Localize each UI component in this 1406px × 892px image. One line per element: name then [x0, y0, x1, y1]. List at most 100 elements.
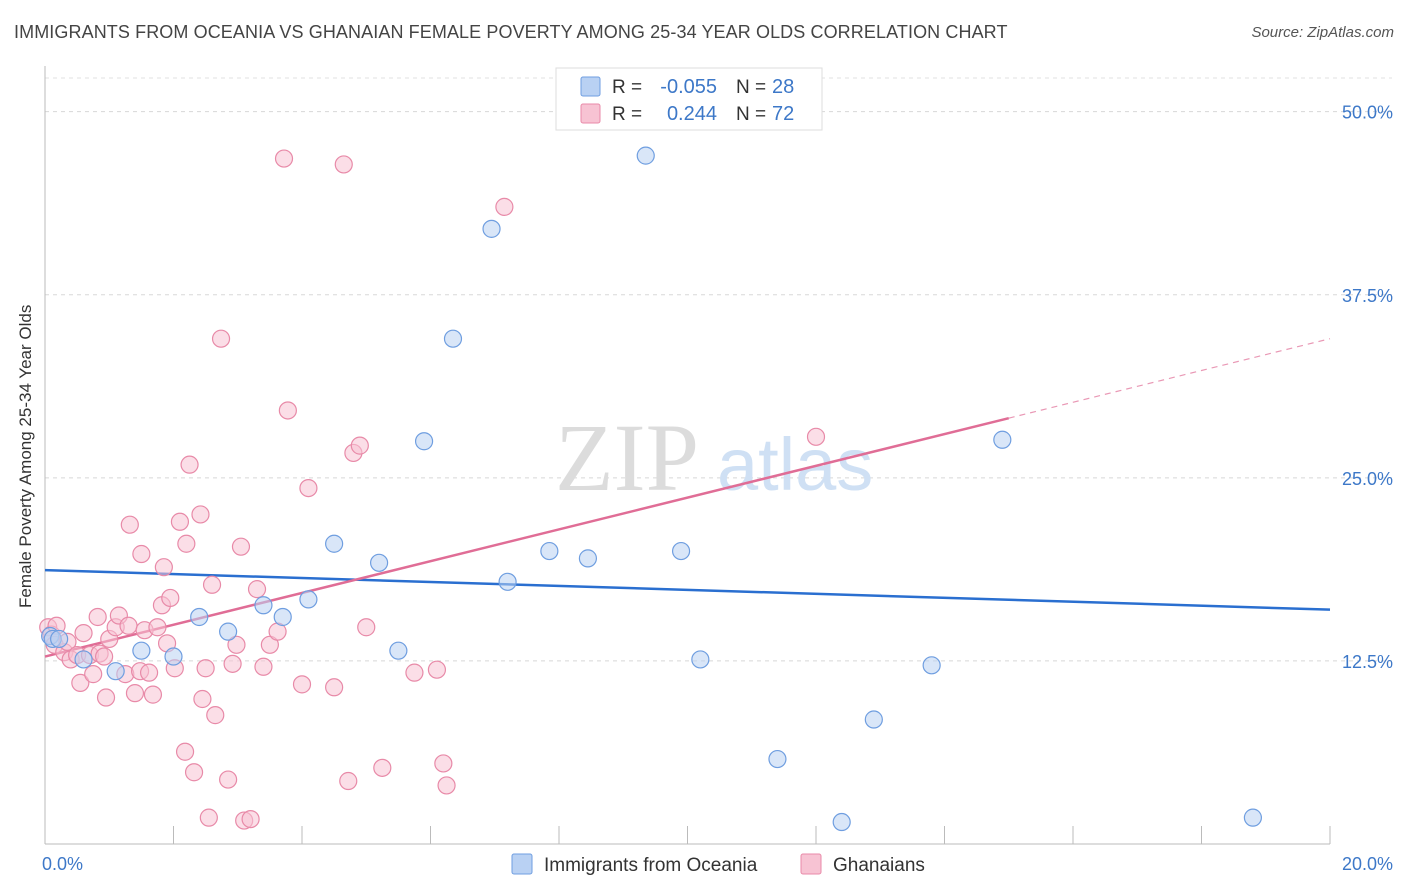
- ghanaians-point: [437, 776, 456, 795]
- oceania-point: [389, 641, 408, 660]
- axes: [44, 66, 1331, 845]
- oceania-point: [106, 662, 125, 681]
- ghanaians-point: [175, 742, 195, 761]
- ghanaians-point: [247, 580, 267, 599]
- oceania-point: [636, 146, 655, 165]
- ghanaians-point: [177, 534, 196, 553]
- ghanaians-point: [405, 663, 424, 682]
- oceania-point: [768, 749, 787, 769]
- ghanaians-point: [120, 515, 139, 534]
- ghanaians-point: [231, 537, 251, 556]
- grid-lines: [45, 77, 1392, 662]
- n-value: 28: [772, 76, 794, 98]
- ghanaians-point: [148, 618, 167, 637]
- series-legend: Immigrants from Oceania Ghanaians: [511, 853, 925, 876]
- watermark: ZIP atlas: [555, 404, 873, 511]
- legend-label: Immigrants from Oceania: [544, 855, 758, 876]
- y-axis-label: Female Poverty Among 25-34 Year Olds: [16, 304, 35, 608]
- oceania-point: [671, 541, 691, 561]
- ghanaians-point: [211, 329, 231, 348]
- ghanaians-point: [193, 689, 212, 709]
- oceania-point: [370, 553, 389, 572]
- ghanaians-point: [434, 754, 453, 773]
- r-label: R =: [612, 104, 642, 125]
- ghanaians-point: [180, 455, 199, 474]
- ghanaians-point: [223, 654, 242, 673]
- ghanaians-point: [161, 588, 180, 608]
- oceania-point: [50, 629, 69, 649]
- ghanaians-point: [427, 660, 447, 679]
- oceania-point: [273, 607, 292, 627]
- n-label: N =: [736, 77, 766, 98]
- oceania-point: [443, 329, 463, 348]
- stats-legend: R = -0.055 N = 28 R = 0.244 N = 72: [555, 67, 823, 131]
- oceania-point: [254, 596, 273, 615]
- r-value: 0.244: [667, 103, 717, 125]
- watermark-zip: ZIP: [555, 404, 699, 511]
- oceania-point: [540, 541, 559, 561]
- trend-lines: [44, 338, 1331, 658]
- ghanaians-point: [154, 558, 173, 577]
- ghanaians-point: [806, 427, 826, 446]
- ghanaians-point: [219, 770, 238, 789]
- ghanaians-point: [132, 544, 151, 564]
- data-points: [39, 146, 1263, 832]
- n-label: N =: [736, 104, 766, 125]
- ghanaians-point: [74, 623, 93, 643]
- x-tick-label-min: 0.0%: [42, 854, 83, 874]
- oceania-point: [864, 710, 883, 729]
- trend-line-oceania: [44, 568, 1331, 611]
- oceania-point: [325, 534, 344, 553]
- y-tick-label: 37.5%: [1342, 286, 1393, 306]
- oceania-point: [414, 432, 434, 451]
- oceania-point: [578, 549, 598, 568]
- ghanaians-point: [125, 684, 145, 703]
- oceania-point: [299, 590, 318, 609]
- r-value: -0.055: [660, 76, 717, 98]
- ghanaians-point: [254, 657, 273, 676]
- legend-swatch: [800, 853, 822, 875]
- ghanaians-point: [373, 758, 392, 777]
- oceania-point: [132, 641, 151, 660]
- ghanaians-point: [191, 505, 210, 524]
- oceania-point: [164, 647, 183, 666]
- ghanaians-point: [184, 763, 204, 782]
- n-value: 72: [772, 103, 794, 125]
- y-tick-label: 50.0%: [1342, 103, 1393, 123]
- ghanaians-point: [339, 771, 358, 791]
- ghanaians-point: [119, 616, 138, 635]
- ghanaians-point: [299, 478, 318, 498]
- oceania-point: [219, 622, 238, 641]
- ghanaians-point: [196, 659, 215, 678]
- ghanaians-point: [350, 436, 369, 455]
- ghanaians-point: [95, 647, 114, 666]
- ghanaians-point: [241, 810, 260, 829]
- ghanaians-point: [325, 678, 344, 697]
- watermark-atlas: atlas: [717, 423, 873, 506]
- trend-line-extension: [1008, 338, 1331, 419]
- ghanaians-point: [84, 665, 103, 684]
- oceania-point: [482, 219, 501, 238]
- y-tick-label: 25.0%: [1342, 469, 1393, 489]
- ghanaians-point: [199, 808, 218, 827]
- stats-legend-swatch: [580, 103, 601, 124]
- ghanaians-point: [96, 688, 116, 707]
- ghanaians-point: [278, 401, 297, 420]
- ghanaians-point: [71, 673, 90, 692]
- ghanaians-point: [274, 149, 294, 168]
- oceania-point: [832, 812, 851, 832]
- oceania-point: [993, 430, 1012, 449]
- ghanaians-point: [334, 155, 353, 174]
- oceania-point: [498, 572, 517, 591]
- oceania-point: [922, 656, 941, 675]
- ghanaians-point: [206, 706, 225, 725]
- legend-label: Ghanaians: [833, 855, 925, 876]
- oceania-point: [190, 607, 209, 627]
- oceania-point: [1243, 808, 1263, 827]
- ghanaians-point: [227, 635, 246, 654]
- ghanaians-point: [170, 512, 190, 531]
- ghanaians-point: [202, 575, 222, 594]
- oceania-point: [691, 650, 710, 669]
- oceania-point: [74, 650, 93, 669]
